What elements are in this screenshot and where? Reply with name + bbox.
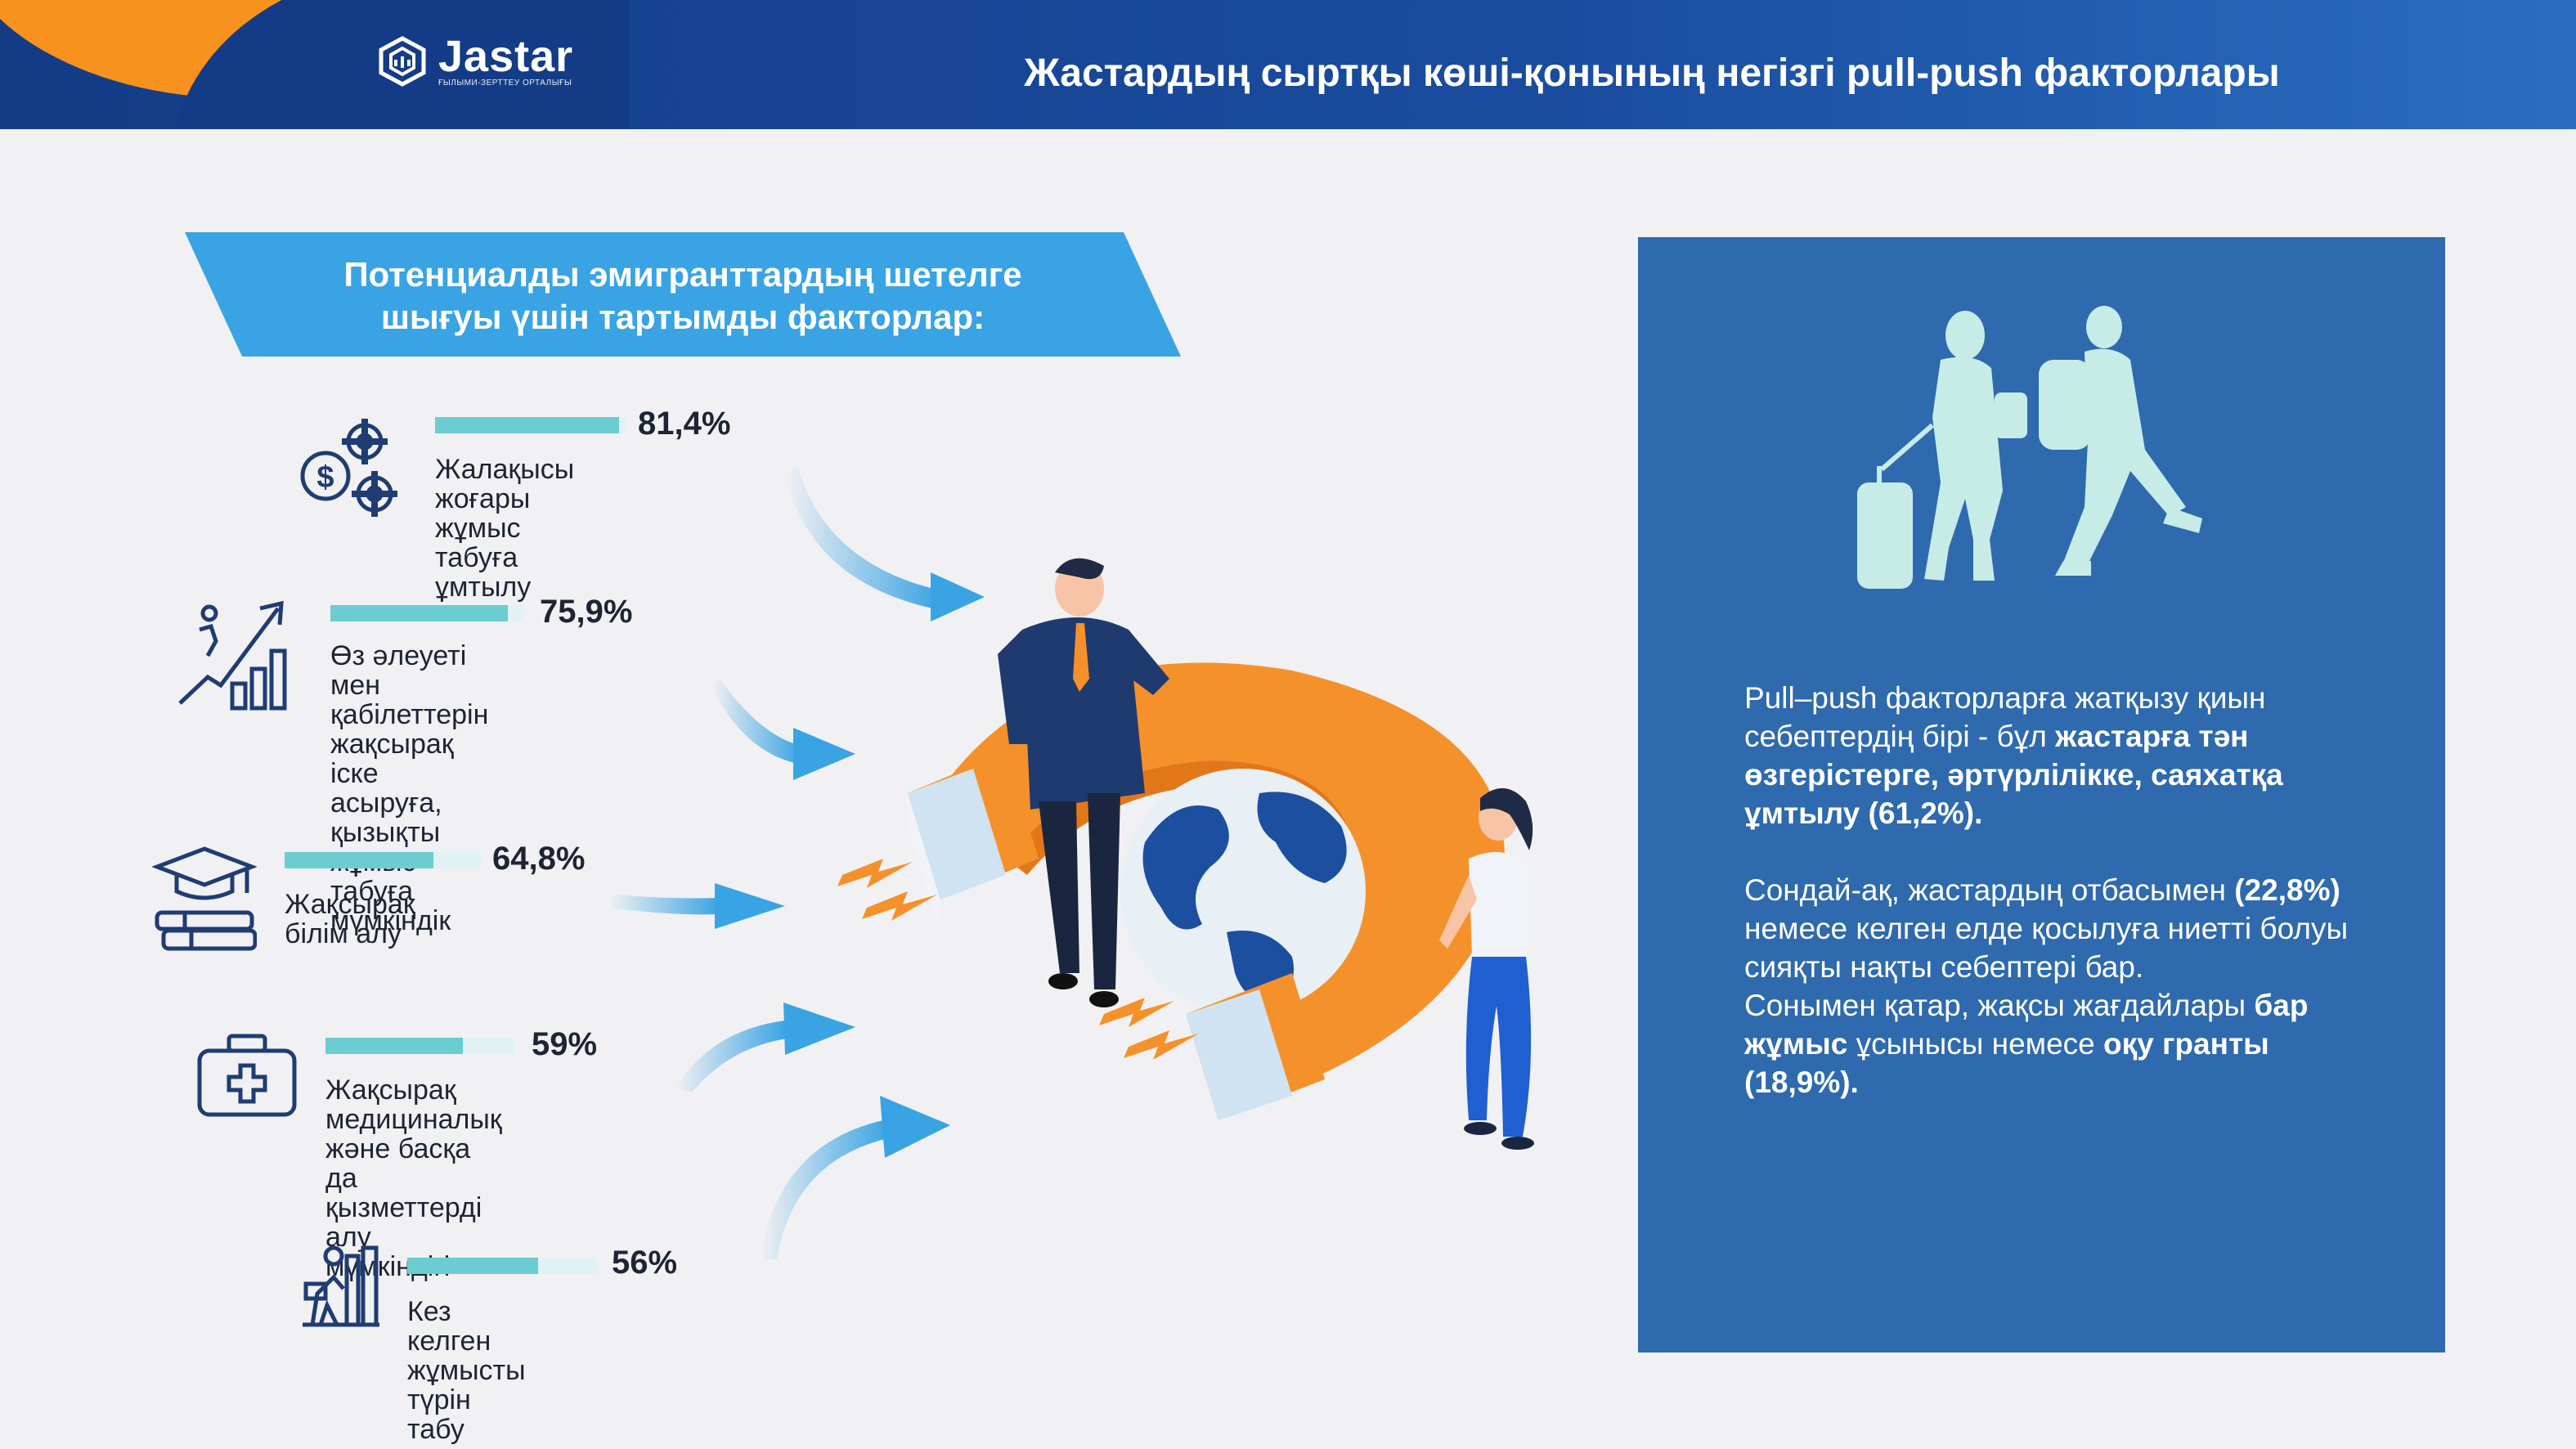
panel-p1-bold: жастарға тән өзгерістерге, әртүрлілікке,… xyxy=(1744,720,2283,830)
factor-label-4: Жақсырақ медициналық және басқа да қызме… xyxy=(325,1075,502,1281)
factor-label-2: Өз әлеуеті мен қабілеттерін жақсырақ іск… xyxy=(330,641,488,935)
panel-text: Pull–push факторларға жатқызу қиын себеп… xyxy=(1744,679,2382,1140)
panel-p3-bold-d: оқу гранты (18,9%). xyxy=(1744,1027,2269,1099)
factor-5-line-2: түрін табу xyxy=(407,1384,471,1445)
factor-bar-1 xyxy=(435,417,626,433)
factor-bar-fill-5 xyxy=(407,1258,539,1274)
factor-percent-3: 64,8% xyxy=(492,841,586,877)
factor-3-line-1: Жақсырақ xyxy=(285,889,415,920)
first-aid-kit-icon xyxy=(197,1034,297,1117)
factor-bar-fill-3 xyxy=(285,852,434,868)
factor-percent-5: 56% xyxy=(612,1245,678,1281)
factor-1-line-1: Жалақысы жоғары xyxy=(435,454,575,514)
factor-4-line-3: және басқа да xyxy=(325,1133,471,1194)
magnet-pole-right xyxy=(1186,989,1292,1120)
banner-shape xyxy=(185,232,1181,357)
factor-4-line-2: медициналық xyxy=(325,1104,502,1135)
factor-2-line-5: табуға мүмкіндік xyxy=(330,876,451,936)
panel-p2-text-c: немесе келген елде қосылуға ниетті болуы… xyxy=(1744,912,2349,984)
factor-label-3: Жақсырақ білім алу xyxy=(285,890,415,949)
factor-bar-3 xyxy=(285,852,481,868)
factor-5-line-1: Кез келген жұмысты xyxy=(407,1296,526,1386)
factor-label-5: Кез келген жұмысты түрін табу xyxy=(407,1297,526,1444)
factor-label-1: Жалақысы жоғары жұмыс табуға ұмтылу xyxy=(435,455,574,602)
panel-p3-bold-b: бар жұмыс xyxy=(1744,989,2309,1061)
woman-figure xyxy=(1439,787,1534,1150)
banner-line-1: Потенциалды эмигранттардың шетелге xyxy=(343,255,1022,294)
factors-banner: Потенциалды эмигранттардың шетелге шығуы… xyxy=(185,232,1181,357)
globe-icon xyxy=(1120,769,1366,1014)
panel-p3-text-c: ұсынысы немесе xyxy=(1847,1027,2104,1061)
factor-percent-2: 75,9% xyxy=(540,594,633,630)
factor-bar-5 xyxy=(407,1258,597,1274)
arrow-5 xyxy=(761,1096,950,1259)
logo-name: Jastar xyxy=(438,32,574,81)
factor-2-line-2: қабілеттерін xyxy=(330,699,489,730)
spark-icon xyxy=(837,859,1199,1060)
factor-percent-4: 59% xyxy=(532,1026,598,1062)
factor-3-line-2: білім алу xyxy=(285,918,402,949)
factor-4-line-4: қызметтерді алу xyxy=(325,1192,482,1253)
logo-subtitle: ҒЫЛЫМИ-ЗЕРТТЕУ ОРТАЛЫҒЫ xyxy=(438,79,572,87)
factor-2-line-1: Өз әлеуеті мен xyxy=(330,640,467,701)
career-growth-icon xyxy=(178,600,287,711)
arrow-3 xyxy=(609,883,785,929)
magnet-illustration xyxy=(837,558,1534,1150)
panel-p2-bold: (22,8%) xyxy=(2234,873,2340,907)
header-bar: Jastar ҒЫЛЫМИ-ЗЕРТТЕУ ОРТАЛЫҒЫ Жастардың… xyxy=(0,0,2576,129)
gears-money-icon: $ xyxy=(300,419,397,517)
jastar-logo-icon xyxy=(379,35,426,87)
factor-bar-fill-1 xyxy=(435,417,619,433)
factor-bar-4 xyxy=(325,1038,514,1054)
jastar-logo: Jastar ҒЫЛЫМИ-ЗЕРТТЕУ ОРТАЛЫҒЫ xyxy=(376,34,573,87)
factor-2-line-3: жақсырақ іске асыруға, xyxy=(330,729,454,819)
svg-text:$: $ xyxy=(316,460,334,495)
banner-line-2: шығуы үшін тартымды факторлар: xyxy=(380,298,985,336)
travelers-silhouette-icon xyxy=(1857,306,2202,589)
factor-1-line-2: жұмыс табуға ұмтылу xyxy=(435,513,532,603)
factor-percent-1: 81,4% xyxy=(638,406,731,442)
arrow-1 xyxy=(785,466,985,621)
panel-paragraph-3: Сонымен қатар, жақсы жағдайлары бар жұмы… xyxy=(1744,986,2382,1101)
panel-p2-text-a: Сондай-ақ, жастардың отбасымен xyxy=(1744,873,2235,907)
magnet-pole-left xyxy=(908,769,1006,899)
panel-paragraph-2: Сондай-ақ, жастардың отбасымен (22,8%) н… xyxy=(1744,871,2382,986)
factor-bar-fill-2 xyxy=(330,605,509,621)
factor-bar-2 xyxy=(330,605,523,621)
panel-p3-text-a: Сонымен қатар, жақсы жағдайлары xyxy=(1744,989,2255,1022)
arrow-2 xyxy=(711,679,855,780)
page-title: Жастардың сыртқы көші-қонының негізгі pu… xyxy=(1024,52,2280,95)
arrow-4 xyxy=(675,1003,855,1092)
factor-4-line-1: Жақсырақ xyxy=(325,1074,456,1106)
factor-bar-fill-4 xyxy=(325,1038,463,1054)
panel-p1-text: Pull–push факторларға жатқызу қиын себеп… xyxy=(1744,681,2266,753)
info-panel: Pull–push факторларға жатқызу қиын себеп… xyxy=(1638,237,2445,1353)
businessman-figure xyxy=(998,558,1169,1007)
worker-chart-icon xyxy=(303,1245,379,1327)
panel-paragraph-1: Pull–push факторларға жатқызу қиын себеп… xyxy=(1744,679,2382,832)
graduation-books-icon xyxy=(152,846,257,951)
